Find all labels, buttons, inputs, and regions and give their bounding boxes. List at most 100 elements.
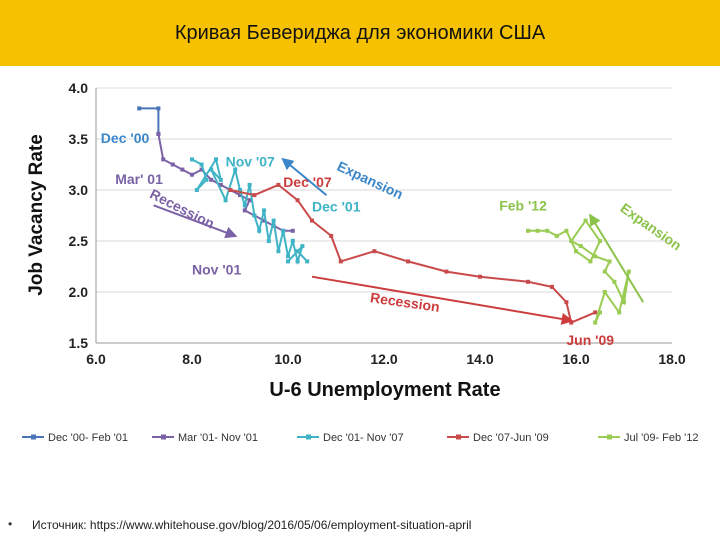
slide-title: Кривая Бевериджа для экономики США (174, 22, 546, 44)
x-tick-label: 14.0 (466, 351, 493, 367)
data-point (199, 167, 204, 172)
data-point (266, 239, 271, 243)
data-point (617, 310, 622, 315)
x-tick-label: 18.0 (658, 351, 685, 367)
data-point (593, 254, 598, 259)
data-point (295, 198, 300, 203)
x-tick-label: 12.0 (370, 351, 397, 367)
axes: 1.5 2.0 2.5 3.0 3.5 4.0 6.0 8.0 10.0 12.0 14.0 16.0… (69, 80, 686, 367)
series-2 (190, 156, 310, 266)
data-point (247, 182, 252, 187)
annotation-label: Dec '01 (312, 198, 361, 214)
data-point (593, 320, 598, 325)
data-point (190, 172, 194, 177)
data-point (262, 208, 266, 213)
annotation-label: Jun '09 (566, 332, 614, 348)
data-point (554, 233, 559, 238)
data-point (170, 162, 175, 167)
series-line (230, 183, 596, 324)
data-point (190, 157, 194, 162)
legend-label: Mar '01- Nov '01 (178, 432, 258, 444)
data-point (223, 198, 228, 203)
annotation-label: Recession (147, 186, 217, 232)
x-axis-label: U-6 Unemployment Rate (269, 379, 500, 401)
legend-marker (607, 434, 612, 440)
legend-marker (306, 434, 311, 440)
data-point (607, 259, 612, 264)
legend-label: Dec '07-Jun '09 (473, 432, 549, 444)
data-point (310, 218, 314, 223)
data-point (300, 244, 305, 249)
data-point (372, 249, 377, 254)
x-tick-label: 16.0 (562, 351, 589, 367)
annotation-label: Nov '07 (226, 154, 275, 170)
data-point (218, 177, 223, 182)
data-point (209, 167, 214, 172)
data-point (598, 310, 602, 315)
data-point (228, 188, 233, 192)
data-point (257, 228, 262, 233)
beveridge-curve-chart: 1.5 2.0 2.5 3.0 3.5 4.0 6.0 8.0 10.0 12.0 14.0 16.0… (22, 80, 699, 444)
trend-arrow (281, 157, 328, 196)
data-point (598, 239, 602, 243)
series-4 (526, 218, 631, 325)
data-point (137, 106, 142, 111)
data-point (329, 233, 334, 238)
legend-marker (161, 434, 166, 440)
annotation-label: Nov '01 (192, 262, 241, 278)
data-point (286, 259, 290, 264)
series-1 (156, 131, 295, 233)
legend-item: Dec '07-Jun '09 (447, 432, 549, 444)
data-point (276, 182, 281, 187)
data-point (564, 228, 569, 233)
data-point (574, 249, 578, 254)
data-point (444, 269, 449, 274)
legend-marker (456, 434, 461, 440)
data-point (612, 279, 617, 284)
legend-item: Mar '01- Nov '01 (152, 432, 258, 444)
data-point (526, 279, 530, 284)
legend-label: Jul '09- Feb '12 (624, 432, 699, 444)
data-point (290, 228, 295, 233)
legend-marker (31, 434, 36, 440)
data-point (271, 218, 276, 223)
y-tick-label: 4.0 (69, 80, 89, 96)
legend-item: Dec '00- Feb '01 (22, 432, 128, 444)
data-point (626, 269, 631, 274)
y-tick-label: 3.0 (69, 182, 89, 198)
legend: Dec '00- Feb '01 Mar '01- Nov '01 Dec '01-… (22, 432, 699, 444)
data-point (281, 228, 286, 233)
trend-arrows (153, 157, 645, 325)
data-point (204, 177, 209, 182)
legend-item: Dec '01- Nov '07 (297, 432, 404, 444)
data-point (564, 300, 569, 305)
annotation-label: Recession (369, 289, 441, 315)
data-point (593, 310, 598, 315)
data-point (588, 259, 593, 264)
annotation-label: Mar' 01 (115, 171, 163, 187)
data-point (550, 284, 554, 289)
data-point (238, 193, 242, 198)
data-point (602, 290, 607, 294)
series-line (191, 156, 308, 266)
data-point (578, 244, 583, 249)
x-tick-label: 6.0 (86, 351, 106, 367)
series-3 (228, 182, 598, 325)
data-point (252, 193, 257, 198)
data-point (161, 157, 166, 162)
bullet: • (8, 517, 13, 531)
annotation-label: Feb '12 (499, 197, 547, 213)
legend-label: Dec '00- Feb '01 (48, 432, 128, 444)
data-point (156, 131, 161, 136)
trend-arrow (311, 275, 574, 325)
x-tick-label: 8.0 (182, 351, 202, 367)
y-axis-label: Job Vacancy Rate (26, 134, 47, 296)
data-point (276, 249, 281, 254)
annotation-label: Dec '07 (283, 174, 332, 190)
data-point (305, 259, 310, 264)
series-line (157, 133, 293, 232)
data-point (199, 162, 204, 167)
data-point (569, 239, 574, 243)
data-point (242, 208, 247, 213)
data-point (622, 300, 626, 305)
